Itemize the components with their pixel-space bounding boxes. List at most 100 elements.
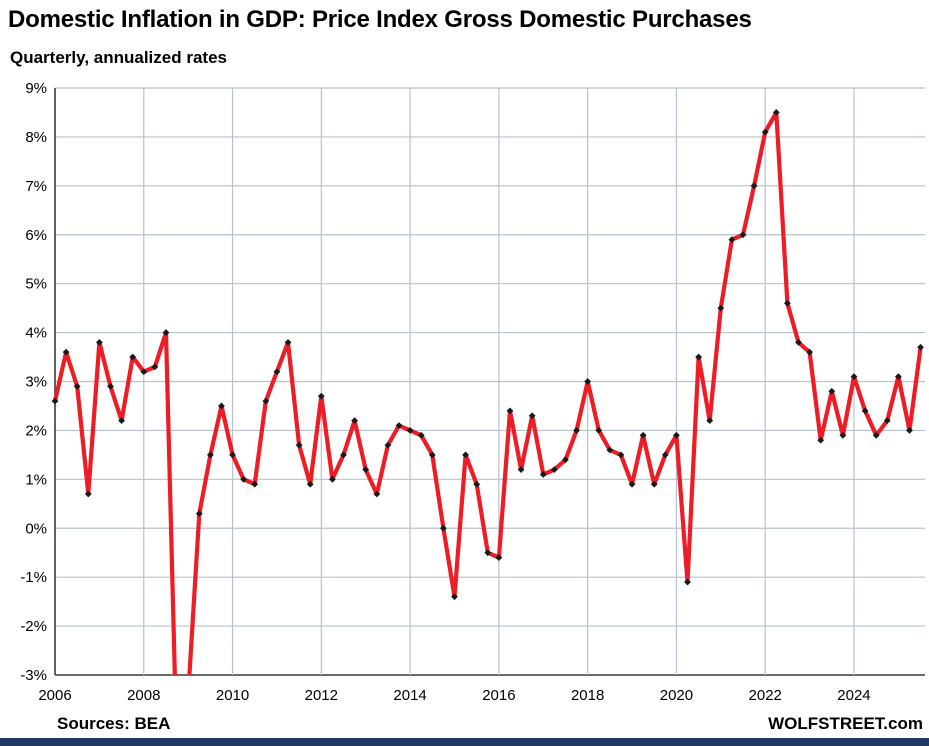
data-point-marker <box>84 490 92 498</box>
x-axis-tick-label: 2022 <box>749 687 782 704</box>
data-point-marker <box>595 427 603 434</box>
data-point-marker <box>906 427 913 434</box>
data-point-marker <box>550 466 558 473</box>
data-point-marker <box>628 480 636 488</box>
data-point-marker <box>351 417 359 425</box>
data-point-markers <box>51 109 924 698</box>
data-point-marker <box>417 431 425 439</box>
x-axis-tick-label: 2020 <box>660 687 693 704</box>
data-point-marker <box>428 451 436 459</box>
x-axis-tick-label: 2012 <box>305 687 338 704</box>
source-label: Sources: BEA <box>57 714 171 733</box>
data-point-marker <box>706 417 714 425</box>
data-point-marker <box>295 441 303 449</box>
data-point-marker <box>828 387 836 395</box>
y-axis-tick-label: 3% <box>25 374 47 391</box>
y-axis-tick-label: -2% <box>20 618 47 635</box>
data-point-marker <box>650 480 658 488</box>
data-point-marker <box>140 368 148 376</box>
data-point-marker <box>639 431 647 439</box>
y-axis-tick-label: 7% <box>25 178 47 195</box>
data-point-marker <box>395 422 403 429</box>
data-point-marker <box>484 549 492 557</box>
data-point-marker <box>262 397 270 405</box>
data-point-marker <box>185 691 192 698</box>
data-point-marker <box>206 451 214 459</box>
data-point-marker <box>839 431 847 439</box>
data-point-marker <box>306 480 314 488</box>
y-axis-tick-label: 0% <box>25 520 47 537</box>
data-point-marker <box>717 304 725 312</box>
data-point-marker <box>517 466 525 473</box>
data-point-marker <box>861 407 869 415</box>
data-point-marker <box>817 436 825 444</box>
data-point-marker <box>73 382 81 390</box>
data-point-marker <box>229 451 236 459</box>
data-point-marker <box>528 412 536 420</box>
x-axis-tick-label: 2014 <box>393 687 426 704</box>
data-point-marker <box>284 338 292 346</box>
data-point-marker <box>107 382 114 390</box>
bottom-accent-bar <box>0 738 929 746</box>
y-axis-tick-label: 2% <box>25 422 47 439</box>
y-axis-tick-label: 4% <box>25 325 47 342</box>
data-point-marker <box>673 431 680 439</box>
x-axis-tick-label: 2010 <box>216 687 249 704</box>
data-point-marker <box>795 338 802 346</box>
x-axis-tick-label: 2018 <box>571 687 604 704</box>
data-point-marker <box>506 407 514 415</box>
data-point-marker <box>883 417 891 425</box>
data-point-marker <box>317 392 325 400</box>
y-axis-tick-label: 1% <box>25 471 47 488</box>
data-point-marker <box>661 451 669 459</box>
data-point-marker <box>406 427 414 434</box>
data-point-marker <box>617 451 625 459</box>
x-axis-tick-label: 2024 <box>837 687 870 704</box>
data-point-marker <box>195 510 203 517</box>
x-axis-tick-label: 2008 <box>127 687 160 704</box>
data-point-marker <box>562 456 569 464</box>
data-point-marker <box>240 475 248 483</box>
data-point-marker <box>917 343 924 351</box>
data-point-marker <box>739 231 747 239</box>
data-point-marker <box>894 373 902 381</box>
data-point-marker <box>118 417 125 425</box>
data-point-marker <box>495 554 503 561</box>
data-point-marker <box>684 578 691 586</box>
data-point-marker <box>439 524 447 532</box>
y-axis-tick-label: 6% <box>25 227 47 244</box>
gridlines: 9% 8% 7% 6% 5% 4% 3% 2% 1% 0% -1% -2% -3% 2006 2008 201… <box>20 80 925 704</box>
data-point-marker <box>539 471 547 478</box>
data-point-marker <box>129 353 137 361</box>
data-point-marker <box>362 466 370 473</box>
data-point-marker <box>95 338 103 346</box>
y-axis-tick-label: -3% <box>20 667 47 684</box>
data-point-marker <box>151 363 159 371</box>
inflation-line-chart: 9% 8% 7% 6% 5% 4% 3% 2% 1% 0% -1% -2% -3% 2006 2008 201… <box>20 80 925 704</box>
data-point-marker <box>384 441 392 449</box>
data-point-marker <box>850 373 858 381</box>
data-point-marker <box>62 348 70 356</box>
y-axis-tick-label: -1% <box>20 569 47 586</box>
data-point-marker <box>584 378 592 385</box>
data-point-marker <box>606 446 614 454</box>
data-point-marker <box>750 182 758 190</box>
y-axis-tick-label: 8% <box>25 129 47 146</box>
data-point-marker <box>251 480 259 488</box>
data-point-marker <box>218 402 225 410</box>
inflation-line <box>52 110 923 675</box>
data-point-marker <box>373 490 381 498</box>
data-point-marker <box>473 480 481 488</box>
data-point-marker <box>462 451 469 459</box>
data-point-marker <box>162 329 170 336</box>
data-point-marker <box>872 431 880 439</box>
data-point-marker <box>51 397 59 405</box>
x-axis-tick-label: 2006 <box>38 687 71 704</box>
data-point-marker <box>451 593 458 601</box>
page-title: Domestic Inflation in GDP: Price Index G… <box>8 6 752 33</box>
data-point-marker <box>772 109 780 116</box>
data-point-marker <box>273 368 281 376</box>
data-point-marker <box>806 348 813 356</box>
data-point-marker <box>329 475 336 483</box>
